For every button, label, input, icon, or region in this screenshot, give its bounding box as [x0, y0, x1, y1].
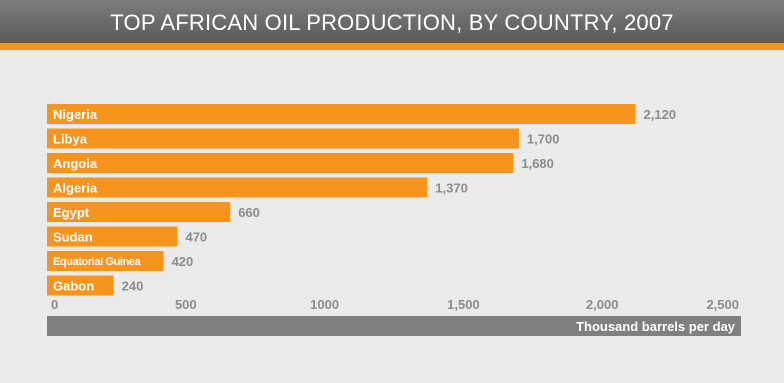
x-tick-label: 2,500 — [706, 297, 739, 312]
bar-value-label: 1,370 — [435, 181, 468, 196]
x-tick-label: 0 — [51, 297, 58, 312]
bar-value-label: 1,680 — [521, 156, 554, 171]
bar-value-label: 240 — [122, 279, 144, 294]
bar-value-label: 420 — [172, 254, 194, 269]
bar-category-label: Libya — [53, 132, 88, 147]
chart-title: TOP AFRICAN OIL PRODUCTION, BY COUNTRY, … — [110, 10, 674, 35]
bar-category-label: Egypt — [53, 205, 90, 220]
title-bar — [0, 0, 784, 43]
x-tick-label: 1,500 — [447, 297, 480, 312]
bar-category-label: Algeria — [53, 181, 98, 196]
bar-value-label: 1,700 — [527, 132, 560, 147]
bar-5 — [47, 226, 178, 247]
bar-category-label: Equatorial Guinea — [53, 256, 142, 268]
bar-category-label: Nigeria — [53, 107, 98, 122]
bar-0 — [47, 104, 636, 124]
bar-category-label: Gabon — [53, 279, 94, 294]
x-tick-label: 2,000 — [586, 297, 619, 312]
x-tick-label: 500 — [175, 297, 197, 312]
title-accent-stripe — [0, 43, 784, 50]
bar-value-label: 2,120 — [644, 107, 677, 122]
x-tick-label: 1000 — [310, 297, 339, 312]
bar-2 — [47, 153, 514, 173]
bar-value-label: 660 — [238, 205, 260, 220]
bar-category-label: Sudan — [53, 230, 93, 245]
bar-category-label: Angola — [53, 156, 98, 171]
bar-4 — [47, 202, 231, 222]
bar-6 — [47, 251, 164, 271]
bar-value-label: 470 — [185, 230, 207, 245]
x-axis-band — [47, 316, 741, 336]
bar-7 — [47, 275, 114, 296]
x-axis-label: Thousand barrels per day — [576, 319, 736, 334]
bar-1 — [47, 128, 519, 149]
bar-3 — [47, 177, 428, 198]
